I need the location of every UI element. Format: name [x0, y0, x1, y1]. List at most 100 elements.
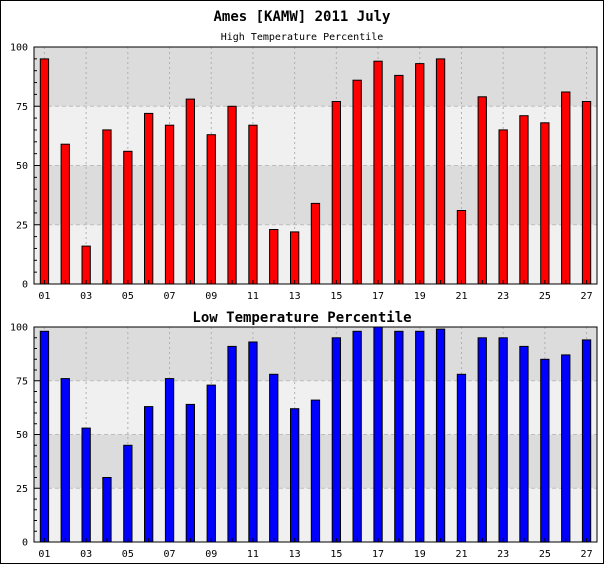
x-tick-label: 17 [372, 291, 384, 302]
x-tick-label: 27 [581, 549, 593, 560]
low-chart-title: Low Temperature Percentile [192, 310, 411, 326]
chart-title: Ames [KAMW] 2011 July [213, 9, 391, 25]
bar-18 [394, 330, 404, 543]
bar-17 [373, 60, 383, 285]
y-tick-label: 25 [16, 484, 28, 495]
high-temperature-panel: 0 25 50 75 100 01 03 05 07 09 11 13 15 17 19 21 23 25 27 [10, 43, 598, 302]
y-tick-label: 100 [10, 43, 28, 54]
bar-14 [310, 399, 321, 543]
bar-06 [144, 112, 154, 285]
bar-01 [39, 330, 50, 543]
bar-23 [498, 337, 508, 543]
y-tick-label: 75 [16, 376, 28, 387]
x-tick-label: 23 [497, 291, 509, 302]
high-chart-subtitle: High Temperature Percentile [221, 32, 384, 43]
y-tick-label: 0 [22, 280, 28, 291]
x-tick-label: 07 [164, 549, 176, 560]
bar-09 [206, 384, 216, 543]
y-tick-label: 25 [16, 220, 28, 231]
x-tick-label: 27 [581, 291, 593, 302]
bar-22 [477, 337, 487, 543]
bar-25 [540, 122, 550, 285]
bar-21 [456, 210, 467, 285]
bar-07 [164, 378, 175, 543]
bar-26 [561, 91, 571, 285]
background-band [34, 327, 597, 381]
bar-05 [123, 444, 133, 543]
x-tick-label: 23 [497, 549, 509, 560]
y-tick-label: 50 [16, 161, 28, 172]
bar-19 [415, 63, 425, 285]
bar-16 [352, 79, 362, 285]
bar-06 [144, 406, 154, 543]
bar-27 [581, 101, 592, 285]
bar-07 [164, 124, 175, 285]
bar-16 [352, 330, 362, 543]
y-tick-label: 0 [22, 538, 28, 549]
x-tick-label: 03 [80, 549, 92, 560]
bar-13 [290, 408, 300, 543]
x-tick-label: 05 [122, 549, 134, 560]
bar-26 [561, 354, 571, 543]
bar-10 [227, 345, 237, 543]
x-tick-label: 03 [80, 291, 92, 302]
bar-27 [581, 339, 592, 543]
x-tick-label: 15 [330, 291, 342, 302]
bar-13 [290, 231, 300, 285]
bar-04 [102, 129, 112, 285]
bar-18 [394, 74, 404, 285]
bar-21 [456, 373, 467, 543]
background-band [34, 47, 597, 107]
bar-09 [206, 134, 216, 285]
bar-14 [310, 202, 321, 285]
bar-02 [60, 378, 70, 543]
bar-02 [60, 143, 70, 285]
x-tick-label: 07 [164, 291, 176, 302]
x-tick-label: 11 [247, 549, 259, 560]
x-tick-label: 01 [38, 291, 50, 302]
x-tick-label: 17 [372, 549, 384, 560]
x-tick-label: 13 [289, 549, 301, 560]
bar-10 [227, 105, 237, 285]
y-tick-label: 100 [10, 323, 28, 334]
y-tick-label: 50 [16, 430, 28, 441]
x-tick-label: 13 [289, 291, 301, 302]
x-tick-label: 11 [247, 291, 259, 302]
x-tick-label: 25 [539, 291, 551, 302]
x-tick-label: 09 [205, 549, 217, 560]
bar-20 [435, 328, 446, 543]
x-tick-label: 19 [414, 291, 426, 302]
bar-24 [519, 115, 529, 285]
bar-04 [102, 477, 112, 543]
x-tick-label: 09 [205, 291, 217, 302]
x-tick-label: 21 [455, 291, 467, 302]
x-tick-label: 15 [330, 549, 342, 560]
bar-05 [123, 150, 133, 285]
bar-17 [373, 326, 383, 543]
bar-20 [435, 58, 446, 285]
x-tick-label: 21 [455, 549, 467, 560]
bar-15 [331, 101, 342, 285]
bar-03 [81, 245, 91, 285]
x-tick-label: 25 [539, 549, 551, 560]
bar-25 [540, 358, 550, 543]
bar-12 [269, 373, 279, 543]
bar-08 [185, 403, 195, 543]
bar-03 [81, 427, 91, 543]
bar-12 [269, 229, 279, 285]
bar-19 [415, 330, 425, 543]
low-temperature-panel: 0 25 50 75 100 01 03 05 07 09 11 13 15 17 19 21 23 25 27 [10, 323, 598, 560]
x-tick-label: 19 [414, 549, 426, 560]
bar-11 [248, 124, 258, 285]
bar-08 [185, 98, 195, 285]
background-band [34, 106, 597, 166]
bar-15 [331, 337, 342, 543]
bar-01 [39, 58, 50, 285]
x-tick-label: 05 [122, 291, 134, 302]
bar-22 [477, 96, 487, 285]
bar-23 [498, 129, 508, 285]
bar-24 [519, 345, 529, 543]
bar-11 [248, 341, 258, 543]
